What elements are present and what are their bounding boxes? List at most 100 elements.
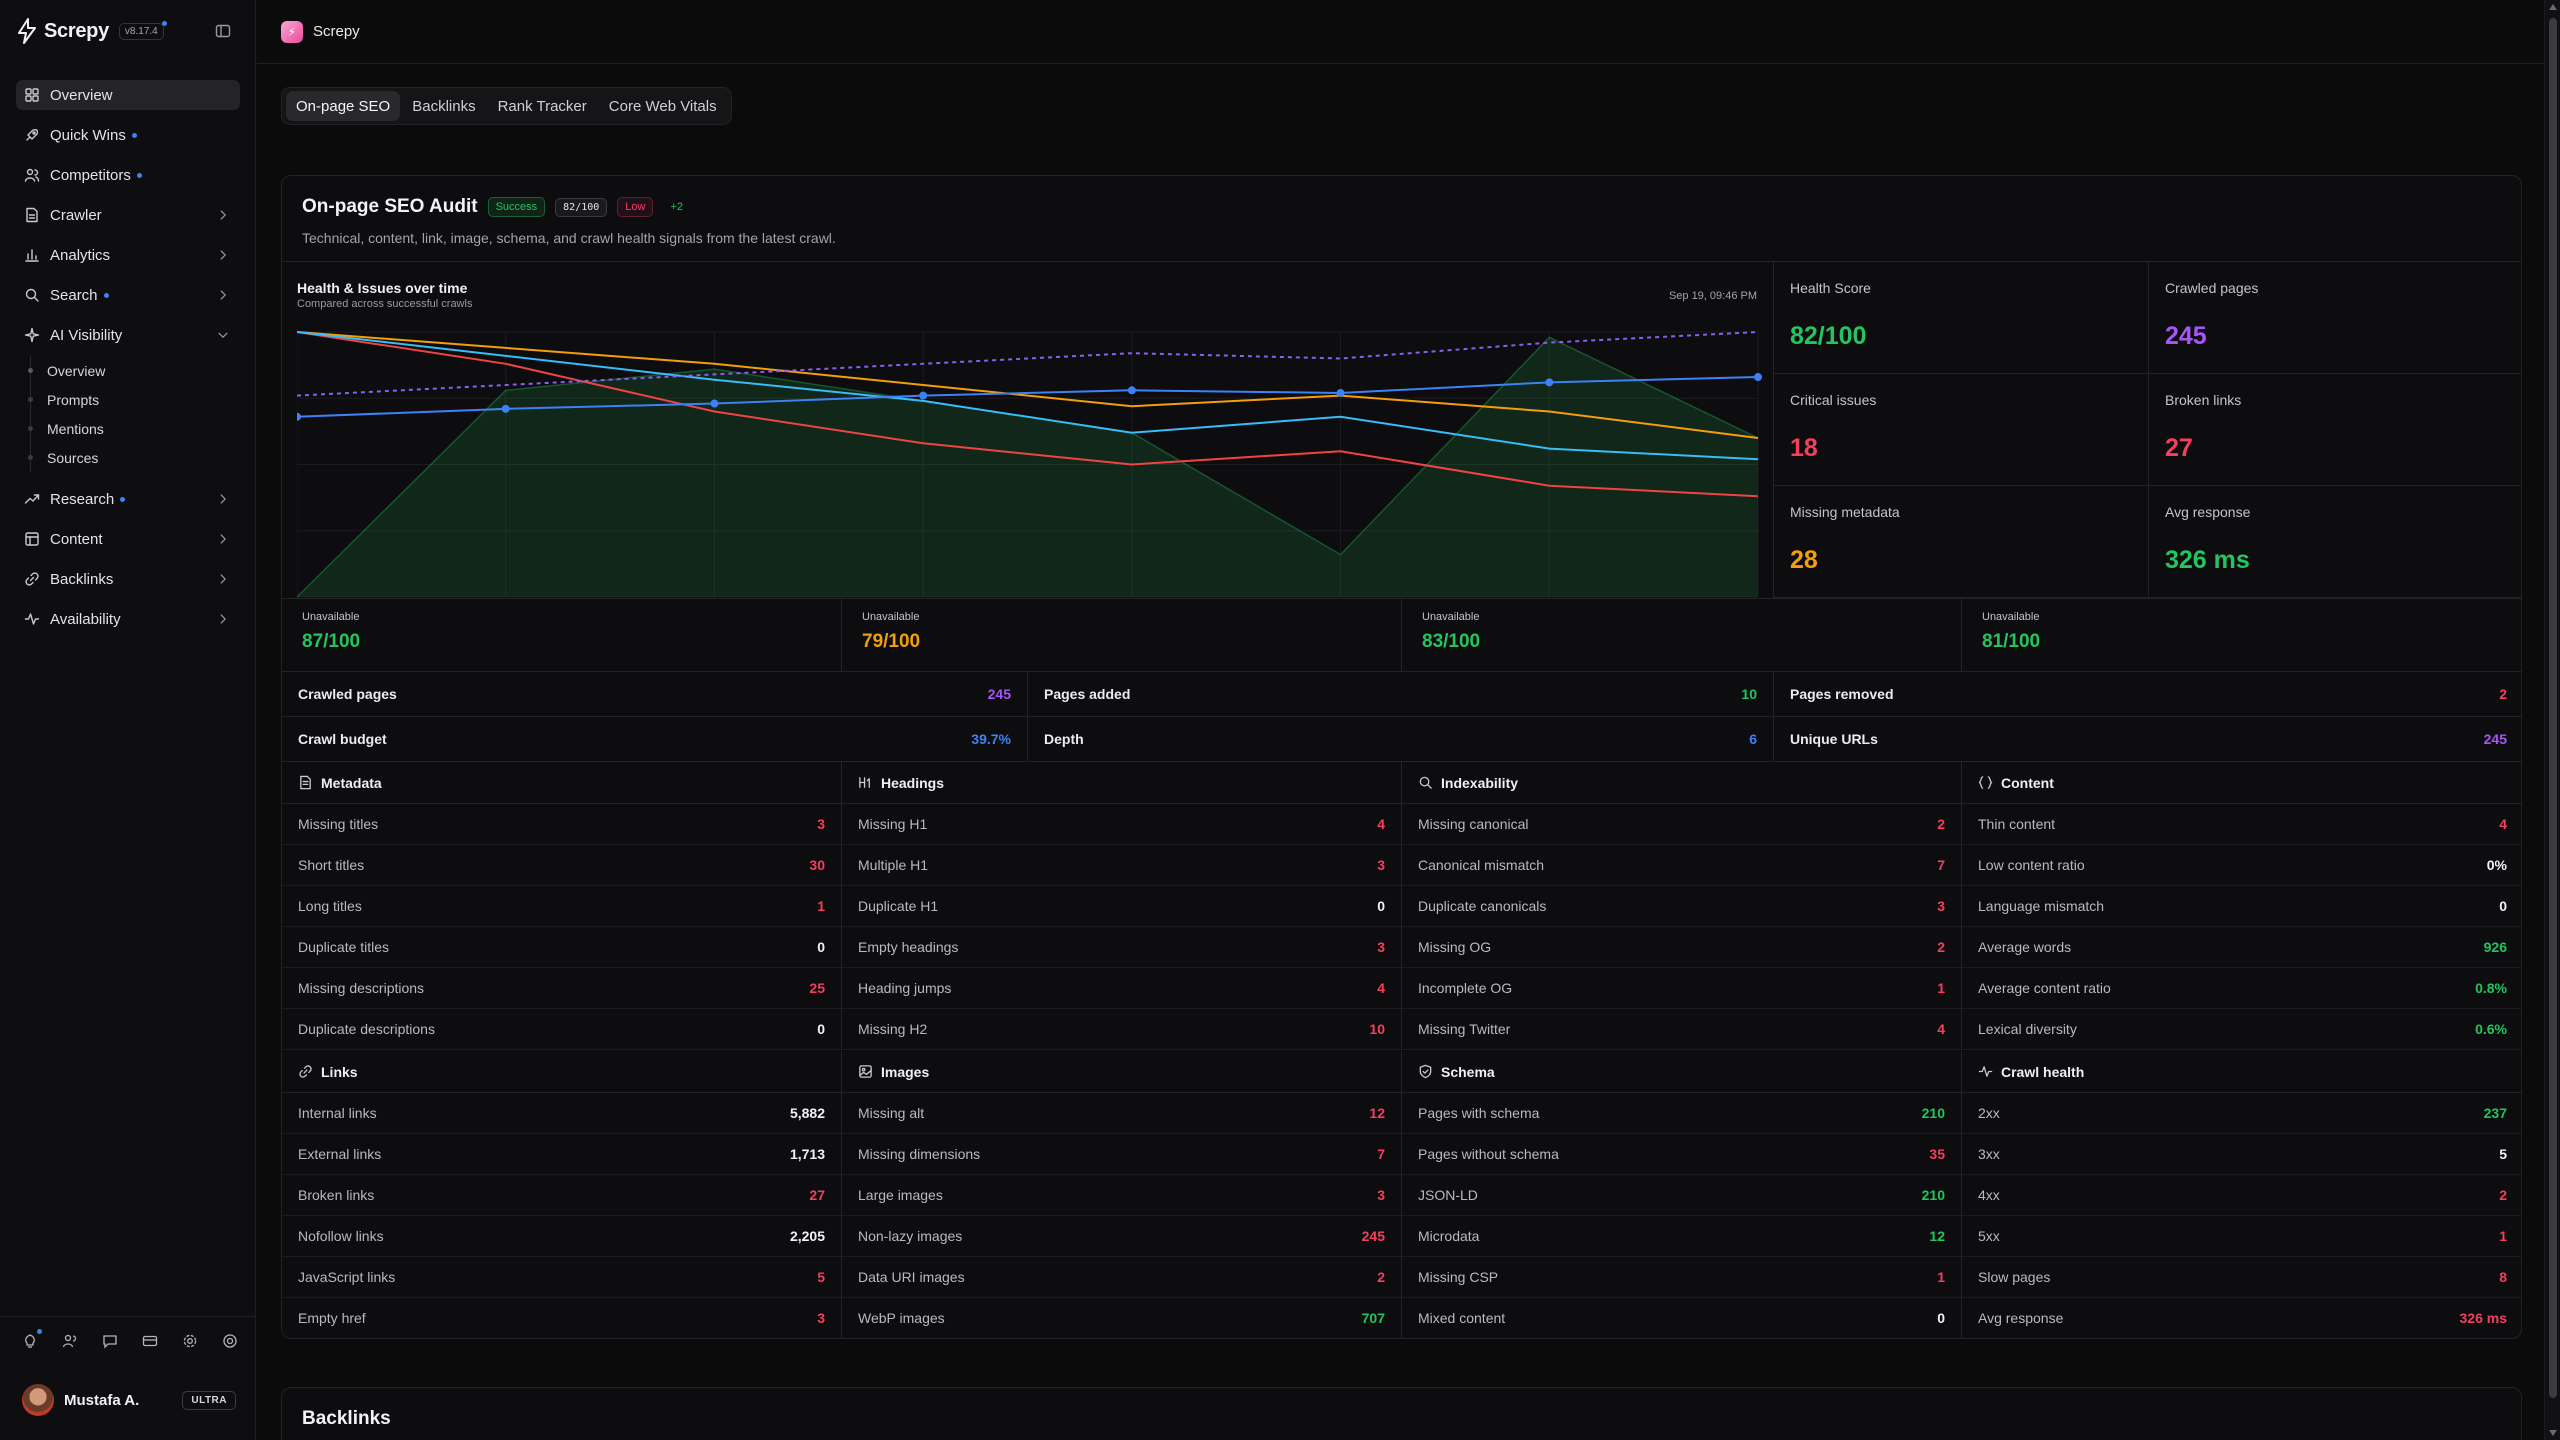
user-menu[interactable]: Mustafa A. ULTRA [22, 1383, 236, 1417]
sidebar-item-backlinks[interactable]: Backlinks [16, 564, 240, 594]
sidebar-item-content[interactable]: Content [16, 524, 240, 554]
table-row[interactable]: External links 1,713 [282, 1134, 841, 1175]
table-row[interactable]: Average words 926 [1962, 927, 2521, 968]
table-row[interactable]: Missing canonical 2 [1402, 804, 1961, 845]
table-row[interactable]: Large images 3 [842, 1175, 1401, 1216]
sidebar-item-search[interactable]: Search [16, 280, 240, 310]
table-row[interactable]: Missing Twitter 4 [1402, 1009, 1961, 1050]
table-row[interactable]: Missing H1 4 [842, 804, 1401, 845]
table-row[interactable]: WebP images 707 [842, 1298, 1401, 1338]
sidebar-item-analytics[interactable]: Analytics [16, 240, 240, 270]
table-row[interactable]: Empty headings 3 [842, 927, 1401, 968]
table-row[interactable]: Thin content 4 [1962, 804, 2521, 845]
sidebar-item-availability[interactable]: Availability [16, 604, 240, 634]
table-row[interactable]: Missing dimensions 7 [842, 1134, 1401, 1175]
tab-backlinks[interactable]: Backlinks [412, 97, 476, 115]
table-row[interactable]: Lexical diversity 0.6% [1962, 1009, 2521, 1050]
chevron-right-icon[interactable] [216, 532, 230, 546]
feedback-button[interactable] [100, 1331, 120, 1351]
more-badges[interactable]: +2 [670, 201, 684, 213]
chart-point[interactable] [501, 404, 510, 413]
bulb-button[interactable] [20, 1329, 42, 1351]
sidebar-item-research[interactable]: Research [16, 484, 240, 514]
table-row[interactable]: Mixed content 0 [1402, 1298, 1961, 1338]
table-row[interactable]: Data URI images 2 [842, 1257, 1401, 1298]
scroll-down-icon[interactable] [2549, 1430, 2557, 1436]
chevron-right-icon[interactable] [216, 208, 230, 222]
chevron-right-icon[interactable] [216, 248, 230, 262]
table-row[interactable]: Long titles 1 [282, 886, 841, 927]
chevron-right-icon[interactable] [216, 572, 230, 586]
brand[interactable]: Screpy v8.17.4 [16, 16, 167, 46]
table-row[interactable]: Pages with schema 210 [1402, 1093, 1961, 1134]
chart-point[interactable] [297, 412, 301, 421]
table-row[interactable]: Microdata 12 [1402, 1216, 1961, 1257]
project-name[interactable]: Screpy [313, 23, 360, 40]
chart-point[interactable] [1336, 388, 1345, 397]
table-row[interactable]: Duplicate H1 0 [842, 886, 1401, 927]
table-row[interactable]: Short titles 30 [282, 845, 841, 886]
subnav-item-overview[interactable]: Overview [28, 356, 240, 385]
chart-point[interactable] [919, 391, 928, 400]
sidebar-item-competitors[interactable]: Competitors [16, 160, 240, 190]
chevron-down-icon[interactable] [216, 328, 230, 342]
table-row[interactable]: Empty href 3 [282, 1298, 841, 1338]
scrollbar[interactable] [2544, 0, 2560, 1440]
table-row[interactable]: Canonical mismatch 7 [1402, 845, 1961, 886]
score-cell: Unavailable 87/100 [282, 599, 842, 671]
table-row[interactable]: Heading jumps 4 [842, 968, 1401, 1009]
subnav-item-mentions[interactable]: Mentions [28, 414, 240, 443]
table-row[interactable]: Duplicate descriptions 0 [282, 1009, 841, 1050]
subnav-item-prompts[interactable]: Prompts [28, 385, 240, 414]
chart-point[interactable] [710, 399, 719, 408]
table-row[interactable]: Low content ratio 0% [1962, 845, 2521, 886]
sidebar-item-overview[interactable]: Overview [16, 80, 240, 110]
table-row[interactable]: Duplicate canonicals 3 [1402, 886, 1961, 927]
chart-point[interactable] [1545, 378, 1554, 387]
table-row[interactable]: Broken links 27 [282, 1175, 841, 1216]
table-row[interactable]: Multiple H1 3 [842, 845, 1401, 886]
table-row[interactable]: Missing OG 2 [1402, 927, 1961, 968]
tab-on-page-seo[interactable]: On-page SEO [286, 91, 401, 121]
table-row[interactable]: 2xx 237 [1962, 1093, 2521, 1134]
table-row[interactable]: Average content ratio 0.8% [1962, 968, 2521, 1009]
table-row[interactable]: Internal links 5,882 [282, 1093, 841, 1134]
sidebar-item-quick-wins[interactable]: Quick Wins [16, 120, 240, 150]
table-row[interactable]: 4xx 2 [1962, 1175, 2521, 1216]
chevron-right-icon[interactable] [216, 288, 230, 302]
scroll-up-icon[interactable] [2549, 4, 2557, 10]
subnav-item-sources[interactable]: Sources [28, 443, 240, 472]
table-row[interactable]: JavaScript links 5 [282, 1257, 841, 1298]
tab-core-web-vitals[interactable]: Core Web Vitals [608, 97, 717, 115]
table-row[interactable]: Incomplete OG 1 [1402, 968, 1961, 1009]
chart-plot[interactable]: Jul 20, 09:34 PMJul 28, 10:12 PMAug 07, … [297, 262, 1773, 598]
table-row[interactable]: JSON-LD 210 [1402, 1175, 1961, 1216]
table-row[interactable]: Missing alt 12 [842, 1093, 1401, 1134]
chevron-right-icon[interactable] [216, 612, 230, 626]
scroll-thumb[interactable] [2549, 18, 2557, 1398]
table-row[interactable]: Language mismatch 0 [1962, 886, 2521, 927]
table-row[interactable]: Pages without schema 35 [1402, 1134, 1961, 1175]
chart-point[interactable] [1754, 373, 1762, 382]
sidebar-item-crawler[interactable]: Crawler [16, 200, 240, 230]
table-row[interactable]: Missing CSP 1 [1402, 1257, 1961, 1298]
billing-button[interactable] [140, 1331, 160, 1351]
chevron-right-icon[interactable] [216, 492, 230, 506]
table-row[interactable]: Avg response 326 ms [1962, 1298, 2521, 1338]
chart-point[interactable] [1127, 386, 1136, 395]
tab-rank-tracker[interactable]: Rank Tracker [497, 97, 587, 115]
table-row[interactable]: Nofollow links 2,205 [282, 1216, 841, 1257]
team-button[interactable] [60, 1331, 80, 1351]
table-row[interactable]: Slow pages 8 [1962, 1257, 2521, 1298]
table-row[interactable]: Missing H2 10 [842, 1009, 1401, 1050]
table-row[interactable]: 5xx 1 [1962, 1216, 2521, 1257]
settings-button[interactable] [180, 1331, 200, 1351]
table-row[interactable]: 3xx 5 [1962, 1134, 2521, 1175]
table-row[interactable]: Missing descriptions 25 [282, 968, 841, 1009]
collapse-sidebar-button[interactable] [212, 20, 234, 42]
table-row[interactable]: Missing titles 3 [282, 804, 841, 845]
sidebar-item-ai-visibility[interactable]: AI Visibility [16, 320, 240, 350]
help-button[interactable] [220, 1331, 240, 1351]
table-row[interactable]: Duplicate titles 0 [282, 927, 841, 968]
table-row[interactable]: Non-lazy images 245 [842, 1216, 1401, 1257]
